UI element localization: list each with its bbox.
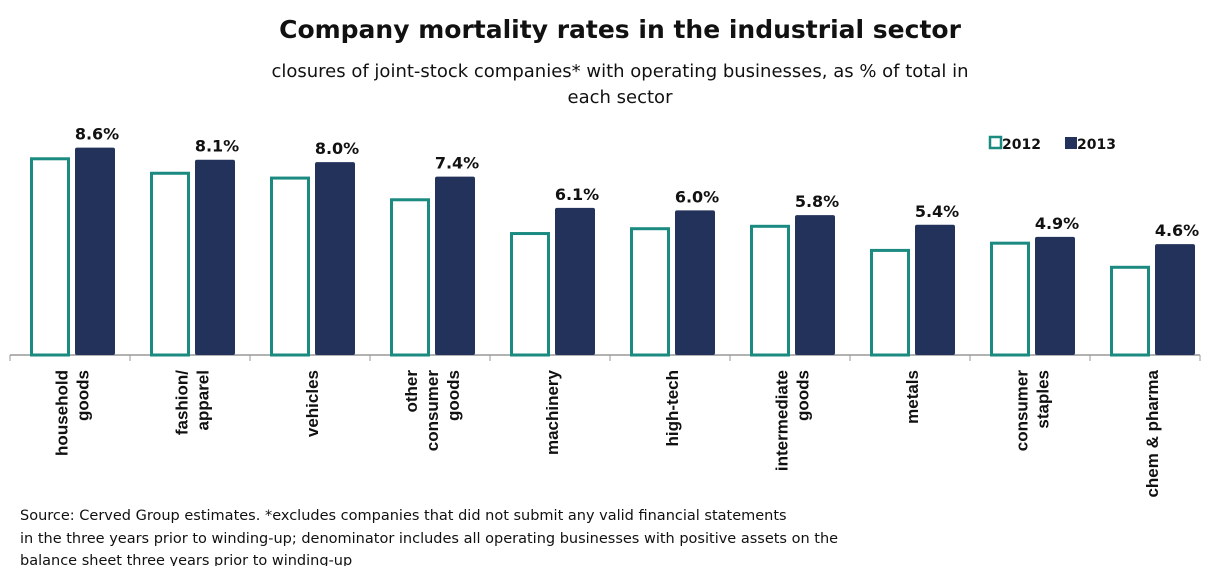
x-tick-label: goods <box>794 370 813 421</box>
x-tick-label: apparel <box>194 370 213 430</box>
bar <box>990 241 1030 357</box>
x-tick-label: fashion/ <box>173 370 192 435</box>
x-tick-label: machinery <box>543 369 562 455</box>
x-tick-label: intermediate <box>773 370 792 471</box>
source-note: Source: Cerved Group estimates. *exclude… <box>20 508 787 524</box>
bar <box>315 162 355 355</box>
x-tick-label: household <box>53 370 72 456</box>
value-label: 6.0% <box>675 187 719 206</box>
bar <box>75 147 115 355</box>
chart-title: Company mortality rates in the industria… <box>279 15 961 44</box>
x-tick-label: consumer <box>423 370 442 452</box>
bar <box>915 224 955 355</box>
bar <box>195 159 235 355</box>
legend-swatch <box>988 135 1003 150</box>
bar <box>1110 265 1150 357</box>
source-note: balance sheet three years prior to windi… <box>20 553 352 566</box>
legend-swatch <box>1065 137 1077 149</box>
bar <box>795 215 835 355</box>
bar <box>270 176 310 357</box>
value-label: 8.6% <box>75 125 119 144</box>
x-tick-label: high-tech <box>663 370 682 447</box>
value-label: 8.0% <box>315 139 359 158</box>
bar <box>750 224 790 357</box>
bar <box>555 207 595 355</box>
chart-subtitle: each sector <box>568 87 674 108</box>
bar <box>510 232 550 357</box>
legend-label: 2013 <box>1077 137 1116 153</box>
value-label: 5.8% <box>795 192 839 211</box>
x-tick-label: chem & pharma <box>1143 369 1162 497</box>
bar <box>390 198 430 357</box>
x-tick-label: vehicles <box>303 370 322 437</box>
source-note: in the three years prior to winding-up; … <box>20 531 838 547</box>
bar <box>630 227 670 357</box>
chart-subtitle: closures of joint-stock companies* with … <box>271 61 968 82</box>
bar <box>1035 236 1075 355</box>
bar <box>1155 244 1195 355</box>
value-label: 7.4% <box>435 154 479 173</box>
value-label: 8.1% <box>195 137 239 156</box>
bar <box>870 248 910 357</box>
x-tick-label: staples <box>1034 370 1053 429</box>
value-label: 6.1% <box>555 185 599 204</box>
x-tick-label: other <box>402 370 421 413</box>
x-tick-label: metals <box>903 370 922 424</box>
value-label: 4.9% <box>1035 214 1079 233</box>
x-tick-label: goods <box>444 370 463 421</box>
bar <box>435 176 475 355</box>
bar <box>150 171 190 357</box>
legend-label: 2012 <box>1002 137 1041 153</box>
value-label: 4.6% <box>1155 221 1199 240</box>
value-label: 5.4% <box>915 202 959 221</box>
bar <box>30 157 70 357</box>
x-tick-label: consumer <box>1013 370 1032 452</box>
bar <box>675 210 715 355</box>
x-tick-label: goods <box>74 370 93 421</box>
